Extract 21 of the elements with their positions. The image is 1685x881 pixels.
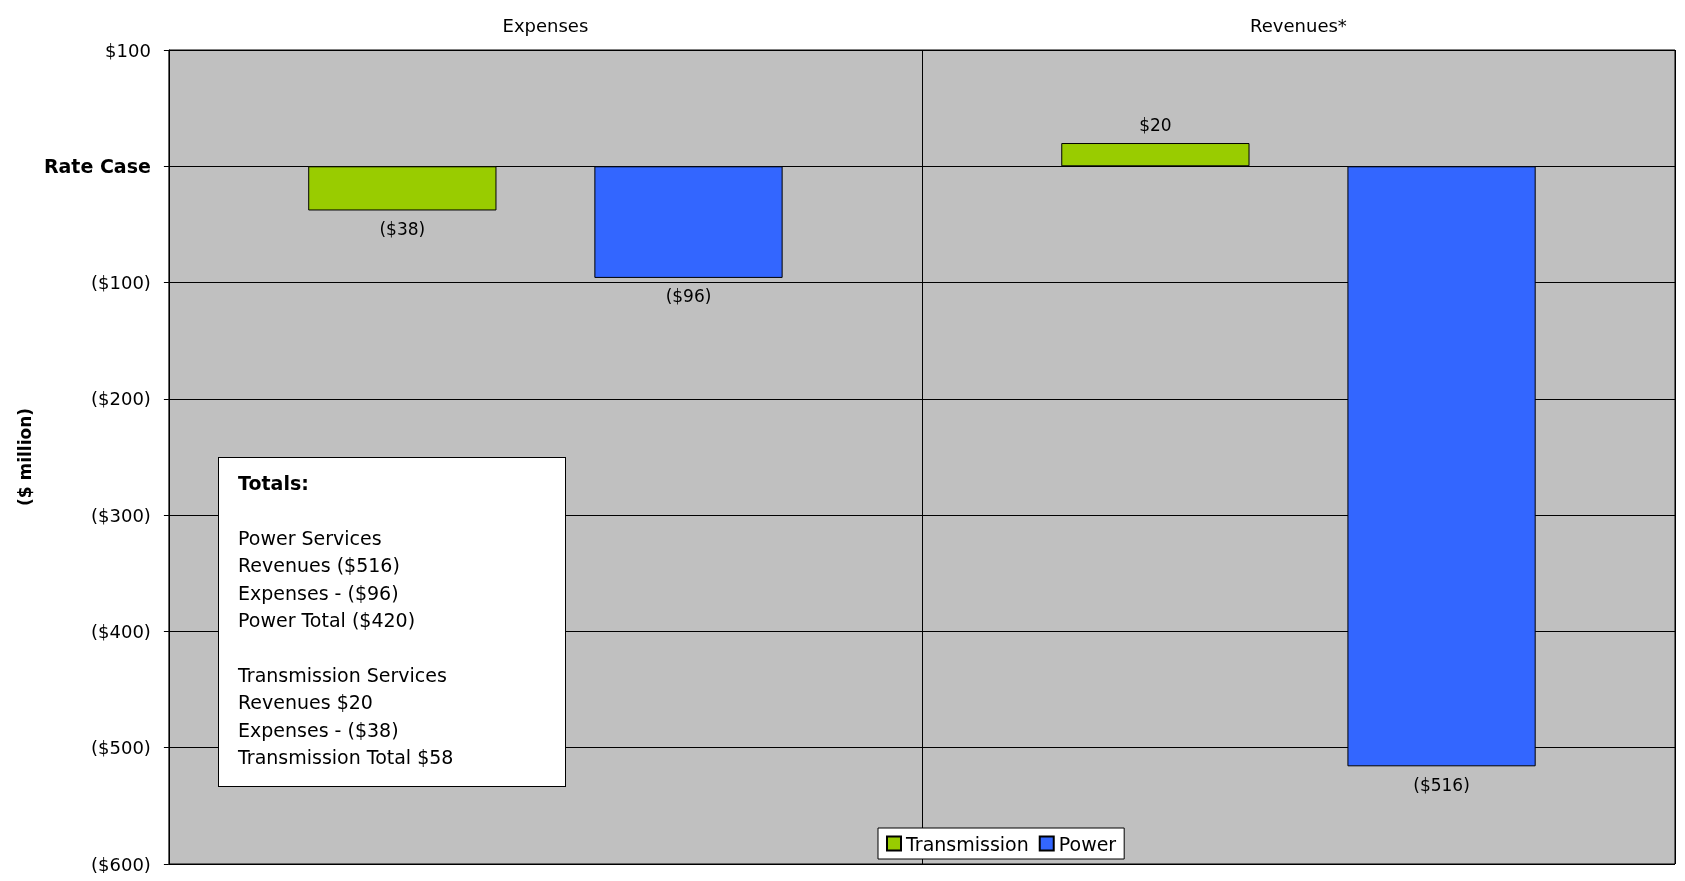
legend-label: Power bbox=[1058, 832, 1117, 855]
y-tick-label: ($200) bbox=[91, 388, 151, 410]
legend-label: Transmission bbox=[905, 832, 1029, 855]
data-label: ($96) bbox=[665, 286, 712, 307]
annotation: Totals: bbox=[238, 471, 310, 496]
annotation: Power Services Revenues ($516) Expenses - ($96) Power Total ($420) bbox=[238, 525, 417, 633]
x-tick-label: Revenues* bbox=[1250, 14, 1347, 36]
y-tick-label: ($400) bbox=[91, 620, 151, 642]
y-tick-label: $100 bbox=[105, 39, 151, 61]
x-tick-label: Expenses bbox=[502, 14, 589, 36]
y-axis-title: ($ million) bbox=[14, 407, 35, 507]
data-label: ($516) bbox=[1413, 774, 1470, 795]
y-tick-label: Rate Case bbox=[43, 155, 151, 178]
y-tick-label: ($300) bbox=[91, 504, 151, 526]
data-label: ($38) bbox=[379, 218, 426, 239]
y-tick-label: ($100) bbox=[91, 272, 151, 294]
annotation: Transmission Services Revenues $20 Expenses - ($38) Transmission Total $58 bbox=[238, 662, 455, 770]
y-tick-label: ($600) bbox=[91, 853, 151, 875]
y-tick-label: ($500) bbox=[91, 737, 151, 759]
totals-note-box: Totals: Power Services Revenues ($516) Expenses - ($96) Power Total ($420) Transmission Services Revenues $20 Expenses - ($38) Transmission Total $58 bbox=[218, 457, 566, 787]
data-label: $20 bbox=[1139, 114, 1172, 135]
